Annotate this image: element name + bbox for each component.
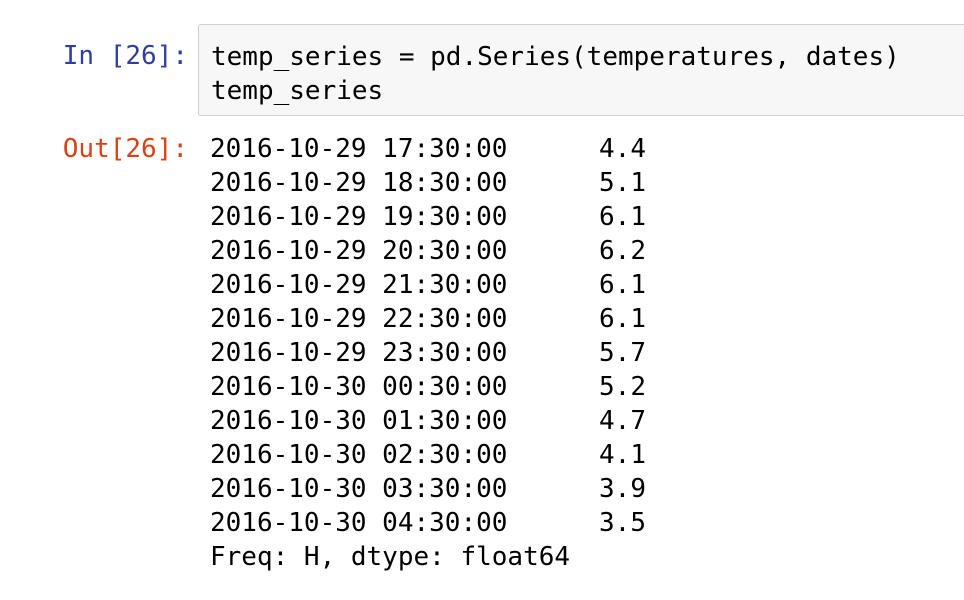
- output-row: 2016-10-30 03:30:00 3.9: [210, 472, 646, 506]
- output-footer: Freq: H, dtype: float64: [210, 542, 571, 572]
- output-value: 4.4: [599, 134, 646, 164]
- output-value: 4.7: [599, 406, 646, 436]
- output-value: 5.2: [599, 372, 646, 402]
- output-row: 2016-10-30 04:30:00 3.5: [210, 506, 646, 540]
- output-index: 2016-10-29 20:30:00: [210, 236, 508, 266]
- output-row: 2016-10-29 17:30:00 4.4: [210, 132, 646, 166]
- output-area: 2016-10-29 17:30:00 4.4 2016-10-29 18:30:…: [210, 132, 646, 574]
- output-value: 6.1: [599, 202, 646, 232]
- output-value: 6.2: [599, 236, 646, 266]
- code-editor[interactable]: temp_series = pd.Series(temperatures, da…: [211, 40, 900, 108]
- output-index: 2016-10-30 04:30:00: [210, 508, 508, 538]
- output-prompt: Out[26]:: [62, 134, 188, 164]
- output-row: 2016-10-29 20:30:00 6.2: [210, 234, 646, 268]
- output-row: 2016-10-29 18:30:00 5.1: [210, 166, 646, 200]
- code-line: temp_series: [211, 76, 384, 106]
- output-index: 2016-10-29 19:30:00: [210, 202, 508, 232]
- output-row: 2016-10-29 23:30:00 5.7: [210, 336, 646, 370]
- input-prompt: In [26]:: [62, 41, 188, 71]
- output-value: 3.5: [599, 508, 646, 538]
- code-line: temp_series = pd.Series(temperatures, da…: [211, 42, 900, 72]
- output-index: 2016-10-30 02:30:00: [210, 440, 508, 470]
- code-input-area[interactable]: temp_series = pd.Series(temperatures, da…: [198, 24, 964, 116]
- output-index: 2016-10-29 21:30:00: [210, 270, 508, 300]
- output-index: 2016-10-29 23:30:00: [210, 338, 508, 368]
- output-index: 2016-10-30 03:30:00: [210, 474, 508, 504]
- output-index: 2016-10-29 22:30:00: [210, 304, 508, 334]
- output-index: 2016-10-30 00:30:00: [210, 372, 508, 402]
- output-row: 2016-10-29 22:30:00 6.1: [210, 302, 646, 336]
- output-value: 6.1: [599, 270, 646, 300]
- output-value: 5.1: [599, 168, 646, 198]
- output-value: 4.1: [599, 440, 646, 470]
- output-value: 3.9: [599, 474, 646, 504]
- output-row: 2016-10-30 02:30:00 4.1: [210, 438, 646, 472]
- output-index: 2016-10-30 01:30:00: [210, 406, 508, 436]
- output-index: 2016-10-29 17:30:00: [210, 134, 508, 164]
- output-row: 2016-10-29 19:30:00 6.1: [210, 200, 646, 234]
- output-row: 2016-10-29 21:30:00 6.1: [210, 268, 646, 302]
- output-index: 2016-10-29 18:30:00: [210, 168, 508, 198]
- output-row: 2016-10-30 00:30:00 5.2: [210, 370, 646, 404]
- output-row: 2016-10-30 01:30:00 4.7: [210, 404, 646, 438]
- output-value: 5.7: [599, 338, 646, 368]
- output-value: 6.1: [599, 304, 646, 334]
